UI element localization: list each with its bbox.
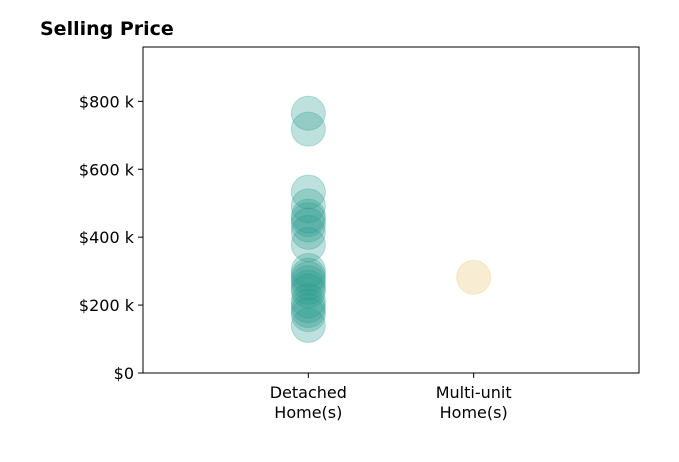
- data-point: [456, 259, 492, 295]
- data-point: [290, 307, 326, 343]
- y-tick-label: $800 k: [79, 92, 135, 111]
- data-point: [290, 174, 326, 210]
- y-tick-label: $200 k: [79, 296, 135, 315]
- plot-area: $0$200 k$400 k$600 k$800 kDetachedHome(s…: [79, 46, 640, 422]
- data-point: [290, 252, 326, 288]
- data-point: [290, 207, 326, 243]
- data-point: [290, 227, 326, 263]
- data-point: [290, 288, 326, 324]
- data-point: [290, 214, 326, 250]
- data-point: [290, 273, 326, 309]
- x-tick-label: Home(s): [440, 403, 508, 422]
- y-tick-label: $0: [114, 364, 134, 383]
- data-point: [290, 297, 326, 333]
- data-point: [290, 269, 326, 305]
- y-tick-label: $600 k: [79, 160, 135, 179]
- x-tick-label: Home(s): [274, 403, 342, 422]
- data-point: [290, 293, 326, 329]
- data-point: [290, 188, 326, 224]
- data-point: [290, 261, 326, 297]
- data-point: [290, 111, 326, 147]
- data-point: [290, 265, 326, 301]
- data-point: [290, 202, 326, 238]
- data-point: [290, 283, 326, 319]
- plot-frame: [142, 46, 640, 374]
- data-point: [290, 95, 326, 131]
- data-point: [290, 257, 326, 293]
- chart-title: Selling Price: [40, 18, 174, 40]
- data-point: [290, 198, 326, 234]
- x-tick-label: Detached: [270, 383, 347, 402]
- x-tick-label: Multi-unit: [436, 383, 512, 402]
- y-tick-label: $400 k: [79, 228, 135, 247]
